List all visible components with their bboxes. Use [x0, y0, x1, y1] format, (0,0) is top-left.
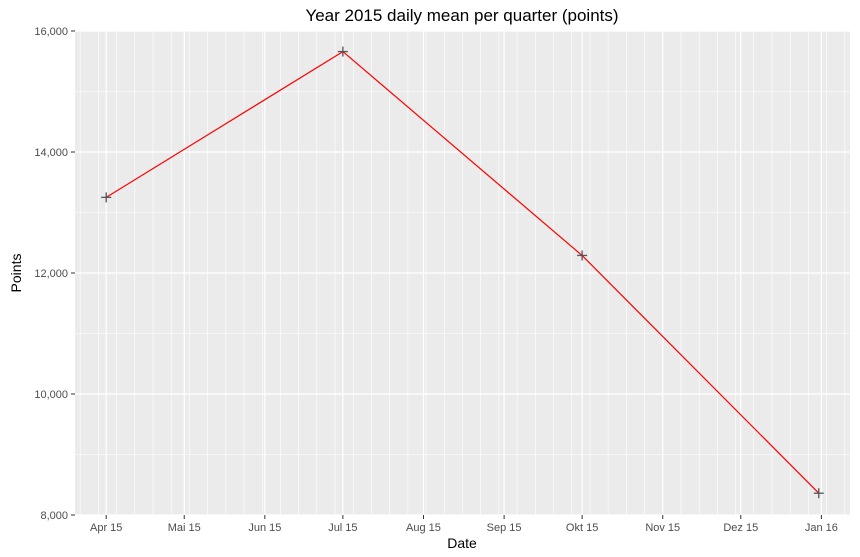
- x-tick-label: Nov 15: [645, 522, 680, 534]
- x-tick-label: Apr 15: [90, 522, 122, 534]
- x-tick-label: Jun 15: [248, 522, 281, 534]
- x-tick-label: Okt 15: [566, 522, 598, 534]
- data-point: [101, 192, 112, 203]
- data-point: [337, 46, 348, 57]
- series-layer: [101, 46, 824, 499]
- major-gridlines: [75, 30, 850, 516]
- y-tick-label: 10,000: [34, 389, 68, 401]
- chart-title: Year 2015 daily mean per quarter (points…: [305, 6, 618, 25]
- data-point: [577, 250, 588, 261]
- y-axis-title: Points: [8, 254, 24, 293]
- x-axis-title: Date: [447, 535, 477, 551]
- x-tick-label: Jul 15: [328, 522, 357, 534]
- x-tick-label: Dez 15: [723, 522, 758, 534]
- data-point: [813, 488, 824, 499]
- x-tick-label: Mai 15: [168, 522, 201, 534]
- y-tick-label: 16,000: [34, 26, 68, 38]
- series-line: [105, 50, 820, 494]
- x-tick-label: Jan 16: [805, 522, 838, 534]
- x-tick-label: Sep 15: [487, 522, 522, 534]
- y-tick-label: 12,000: [34, 268, 68, 280]
- x-tick-label: Aug 15: [406, 522, 441, 534]
- y-tick-label: 8,000: [40, 510, 68, 522]
- y-tick-label: 14,000: [34, 147, 68, 159]
- axes-layer: Apr 15 Mai 15 Jun 15 Jul 15 Aug 15 Sep 15 Okt …: [34, 26, 838, 534]
